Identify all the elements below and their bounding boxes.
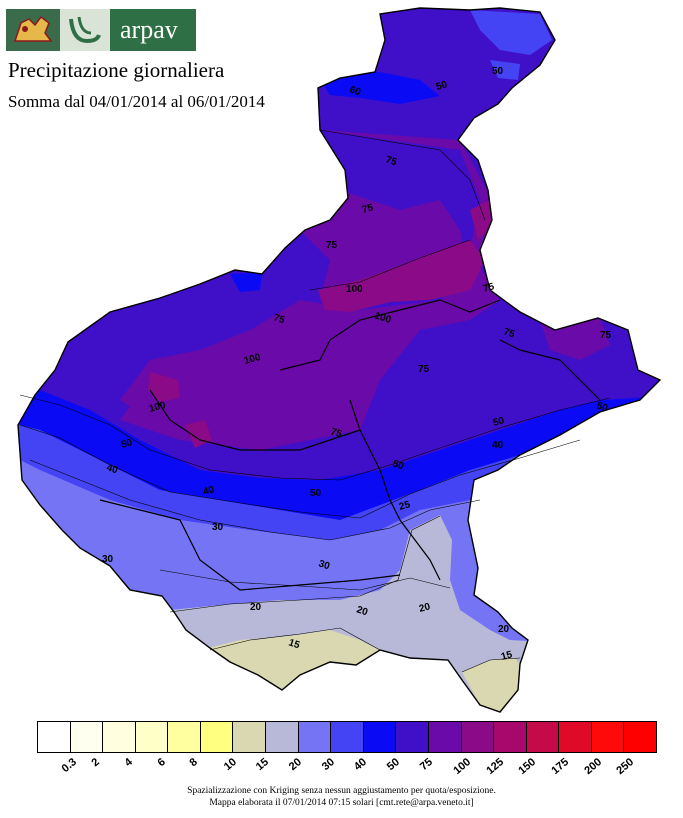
legend-swatch bbox=[363, 722, 397, 752]
contour-label: 75 bbox=[326, 240, 338, 251]
legend-tick-label: 200 bbox=[582, 756, 604, 777]
legend-swatch bbox=[396, 722, 429, 752]
legend-swatch bbox=[559, 722, 592, 752]
contour-label: 75 bbox=[361, 202, 375, 216]
venetian-lion-icon bbox=[6, 9, 60, 51]
legend-tick-label: 50 bbox=[384, 756, 402, 774]
contour-label: 100 bbox=[373, 310, 393, 326]
legend-swatch bbox=[266, 722, 299, 752]
legend-tick-label: 0.3 bbox=[59, 756, 79, 776]
legend-swatch bbox=[526, 722, 560, 752]
legend-tick-label: 175 bbox=[549, 756, 572, 777]
contour-label: 40 bbox=[492, 440, 504, 451]
legend-swatch bbox=[70, 722, 104, 752]
legend-swatch bbox=[38, 722, 71, 752]
contour-label: 20 bbox=[418, 601, 432, 615]
brand-name: arpav bbox=[110, 9, 196, 51]
legend-tick-label: 125 bbox=[484, 756, 506, 777]
legend-tick-label: 40 bbox=[352, 756, 370, 774]
legend-swatch bbox=[233, 722, 267, 752]
contour-label: 50 bbox=[492, 415, 506, 429]
contour-label: 20 bbox=[250, 602, 262, 613]
contour-label: 50 bbox=[492, 66, 504, 77]
legend-swatch bbox=[428, 722, 462, 752]
arpav-logo: arpav bbox=[6, 9, 196, 51]
legend-colorbar bbox=[37, 721, 657, 753]
contour-label: 75 bbox=[329, 426, 343, 440]
contour-label: 75 bbox=[384, 154, 398, 168]
contour-label: 20 bbox=[498, 624, 510, 635]
contour-label: 100 bbox=[243, 352, 262, 367]
footer-method-note: Spazializzazione con Kriging senza nessu… bbox=[187, 786, 496, 796]
contour-label: 100 bbox=[148, 400, 167, 415]
legend-tick-label: 150 bbox=[516, 756, 539, 777]
contour-label: 15 bbox=[500, 649, 514, 663]
legend-swatch bbox=[591, 722, 625, 752]
legend-tick-label: 75 bbox=[417, 756, 435, 774]
contour-label: 30 bbox=[317, 558, 331, 572]
legend-tick-label: 30 bbox=[319, 756, 337, 774]
legend-tick-label: 4 bbox=[122, 756, 135, 770]
legend-swatch bbox=[624, 722, 656, 752]
legend-tick-label: 8 bbox=[187, 756, 200, 770]
contour-label: 20 bbox=[355, 604, 369, 618]
legend-tick-label: 2 bbox=[89, 756, 103, 770]
legend-tick-label: 10 bbox=[221, 756, 239, 774]
legend-swatch bbox=[200, 722, 234, 752]
legend-swatch bbox=[298, 722, 332, 752]
legend-tick-labels: 0.3 2 4 6 8 10 15 20 30 40 50 75 100 125 150 175 200 250 bbox=[37, 756, 657, 782]
legend-swatch bbox=[135, 722, 169, 752]
contour-label: 75 bbox=[600, 330, 612, 341]
contour-label: 50 bbox=[595, 400, 609, 414]
contour-label: 40 bbox=[105, 462, 119, 476]
contour-label: 25 bbox=[398, 499, 412, 513]
contour-label: 15 bbox=[287, 637, 301, 651]
contour-label: 60 bbox=[348, 84, 362, 98]
legend-swatch bbox=[461, 722, 495, 752]
legend-swatch bbox=[331, 722, 364, 752]
legend-tick-label: 100 bbox=[451, 756, 474, 777]
legend-swatch bbox=[103, 722, 136, 752]
contour-label: 75 bbox=[272, 312, 286, 326]
contour-label: 50 bbox=[120, 437, 134, 451]
legend-tick-label: 20 bbox=[286, 756, 305, 774]
footer-credits: Mappa elaborata il 07/01/2014 07:15 sola… bbox=[209, 798, 474, 808]
contour-label: 75 bbox=[482, 281, 496, 295]
arpav-logo-icon bbox=[60, 9, 110, 51]
legend-swatch bbox=[168, 722, 201, 752]
contour-label: 100 bbox=[346, 284, 363, 295]
contour-label: 30 bbox=[212, 522, 224, 533]
contour-label: 75 bbox=[418, 364, 430, 375]
contour-label: 30 bbox=[102, 554, 114, 565]
contour-label: 75 bbox=[502, 326, 516, 340]
legend-tick-label: 250 bbox=[614, 756, 637, 777]
contour-label: 50 bbox=[391, 458, 405, 472]
contour-label: 40 bbox=[202, 484, 216, 498]
legend-swatch bbox=[494, 722, 527, 752]
map-title: Precipitazione giornaliera bbox=[8, 58, 225, 82]
map-subtitle: Somma dal 04/01/2014 al 06/01/2014 bbox=[8, 92, 265, 111]
legend-tick-label: 6 bbox=[154, 756, 168, 770]
contour-label: 50 bbox=[435, 79, 449, 93]
contour-label: 50 bbox=[310, 488, 322, 499]
legend-tick-label: 15 bbox=[254, 756, 272, 774]
